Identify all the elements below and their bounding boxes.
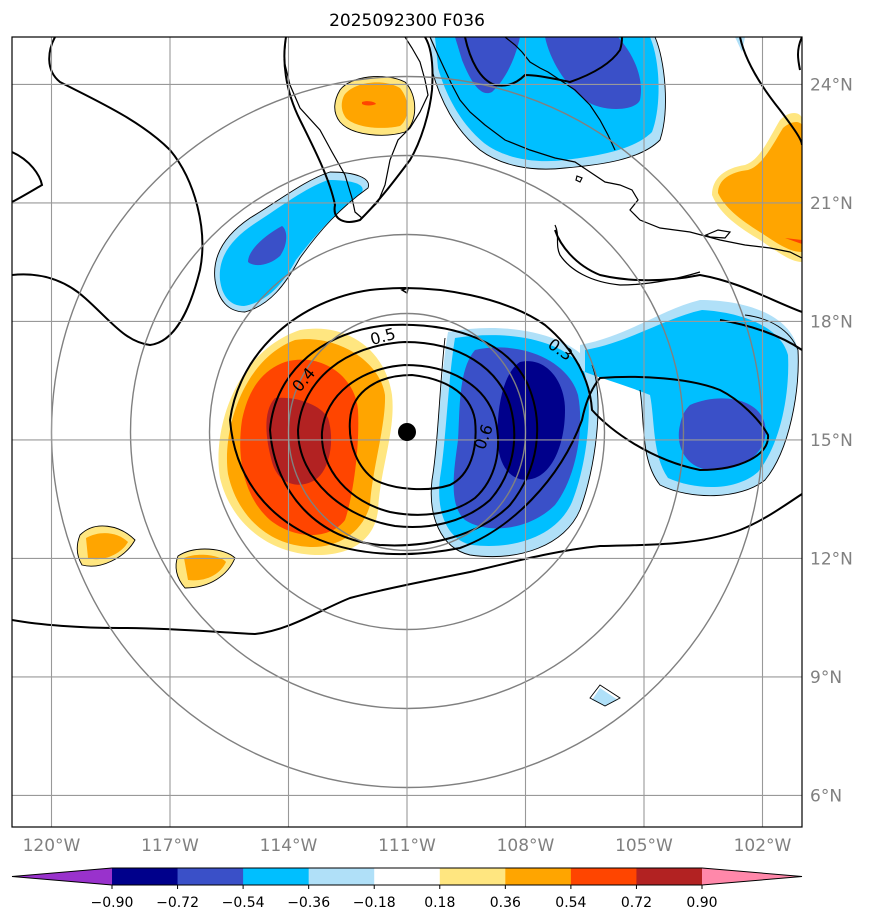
shade-east-lobe-0.54: [678, 398, 766, 471]
y-tick-label: 18°N: [810, 312, 853, 332]
y-tick-label: 21°N: [810, 194, 853, 214]
x-tick-label: 108°W: [497, 836, 555, 856]
colorbar-tick-label: −0.90: [91, 895, 134, 911]
gulf-coastline: [504, 37, 616, 151]
colorbar-tick-label: 0.18: [424, 895, 455, 911]
contour-line-0.5: [296, 340, 516, 528]
y-tick-labels: 6°N 9°N 12°N 15°N 18°N 21°N 24°N: [810, 75, 853, 806]
contour-line: [464, 37, 623, 87]
mainland-coastline: [429, 37, 802, 259]
colorbar-segment: [112, 868, 179, 885]
shade-north-negative-0.54a: [455, 37, 520, 94]
shade-northeast-positive-0.36: [718, 121, 802, 253]
contour-layer: [12, 37, 802, 636]
colorbar-tick-label: −0.72: [156, 895, 199, 911]
colorbar-tick-label: −0.54: [222, 895, 265, 911]
y-tick-label: 15°N: [810, 431, 853, 451]
shade-east-negative-0.72: [497, 361, 565, 480]
shade-north-positive-0.54: [362, 101, 376, 106]
colorbar-segment: [570, 868, 637, 885]
colorbar-tick-label: 0.72: [621, 895, 652, 911]
x-tick-label: 114°W: [260, 836, 318, 856]
contour-line: [12, 37, 204, 347]
colorbar-tick-label: 0.90: [686, 895, 717, 911]
y-tick-label: 9°N: [810, 668, 842, 688]
colorbar: −0.90 −0.72 −0.54 −0.36 −0.18 0.18 0.36 0.54 0.7…: [11, 867, 803, 911]
colorbar-tick-label: −0.36: [287, 895, 330, 911]
colorbar-segment: [374, 868, 441, 885]
colorbar-segment: [308, 868, 375, 885]
map-area: 0.3 0.4 0.5 0.6: [12, 37, 802, 827]
colorbar-segment: [505, 868, 572, 885]
colorbar-segment: [177, 868, 244, 885]
colorbar-segment: [243, 868, 310, 885]
contour-line-0.3: [228, 287, 770, 556]
shade-northwest-negative-0.54: [248, 226, 287, 266]
contour-line: [554, 229, 802, 313]
shade-northwest-negative-0.36: [219, 180, 363, 306]
colorbar-tick-label: 0.54: [555, 895, 586, 911]
contour-line: [797, 37, 802, 71]
x-tick-label: 111°W: [378, 836, 436, 856]
contour-line-0.6: [320, 363, 499, 516]
y-tick-label: 24°N: [810, 75, 853, 95]
x-tick-label: 102°W: [734, 836, 792, 856]
contour-line: [12, 493, 802, 636]
outline-layer: [76, 37, 799, 707]
colorbar-tick-label: −0.18: [353, 895, 396, 911]
colorbar-segment: [439, 868, 506, 885]
shade-small-blob-c: [592, 688, 618, 706]
colorbar-extend-min: [12, 868, 112, 885]
colorbar-tick-label: 0.36: [490, 895, 521, 911]
shade-northeast-positive-0.54: [785, 238, 802, 244]
map-frame: [11, 36, 803, 828]
x-tick-label: 117°W: [141, 836, 199, 856]
contour-line-0.7: [348, 373, 477, 491]
colorbar-segment: [636, 868, 703, 885]
x-tick-label: 120°W: [23, 836, 81, 856]
x-tick-label: 105°W: [615, 836, 673, 856]
shade-north-positive-0.36: [341, 82, 408, 128]
contour-line: [739, 37, 802, 146]
x-tick-labels: 120°W 117°W 114°W 111°W 108°W 105°W 102°W: [23, 836, 792, 856]
y-tick-label: 6°N: [810, 786, 842, 806]
shade-small-blob-a-inner: [86, 533, 128, 560]
chart-title: 2025092300 F036: [329, 11, 485, 31]
contour-line: [283, 37, 434, 223]
storm-center-marker: [398, 423, 416, 441]
colorbar-extend-max: [702, 868, 802, 885]
contour-line-0.4: [268, 323, 539, 547]
contour-line: [12, 151, 44, 203]
y-tick-label: 12°N: [810, 549, 853, 569]
shade-small-blob-b-inner: [184, 554, 226, 581]
